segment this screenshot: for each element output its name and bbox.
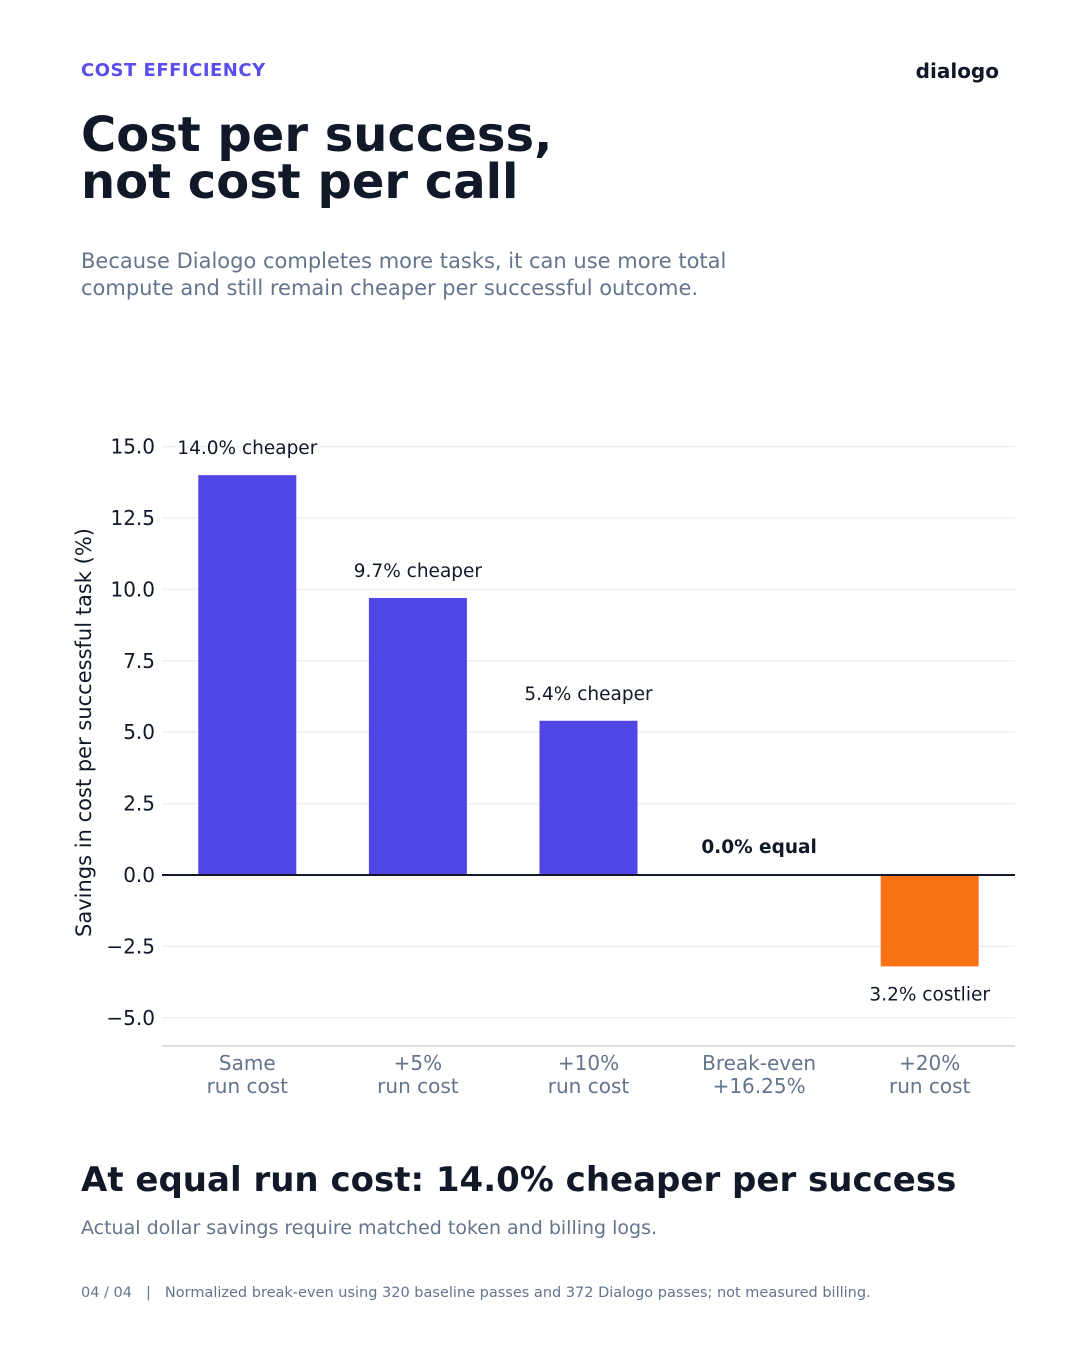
footer-separator: | bbox=[146, 1285, 151, 1301]
x-tick-label: +20% bbox=[899, 1051, 960, 1075]
y-tick-label: 10.0 bbox=[110, 577, 155, 601]
x-tick-label: +10% bbox=[558, 1051, 619, 1075]
title-line-2: not cost per call bbox=[81, 154, 519, 210]
x-tick-label: Same bbox=[219, 1051, 276, 1075]
bar bbox=[198, 475, 297, 875]
page-subtitle: Because Dialogo completes more tasks, it… bbox=[81, 248, 841, 302]
y-tick-label: −5.0 bbox=[106, 1006, 155, 1030]
brand-logo: dialogo bbox=[915, 59, 999, 83]
y-tick-label: 7.5 bbox=[123, 649, 155, 673]
eyebrow-label: COST EFFICIENCY bbox=[81, 60, 266, 81]
bar bbox=[539, 720, 638, 875]
x-tick-label: run cost bbox=[889, 1074, 971, 1098]
x-tick-label: run cost bbox=[548, 1074, 630, 1098]
y-tick-label: 5.0 bbox=[123, 720, 155, 744]
y-tick-label: 15.0 bbox=[110, 435, 155, 459]
data-label: 0.0% equal bbox=[701, 837, 817, 858]
bar bbox=[880, 875, 979, 967]
y-tick-label: 12.5 bbox=[110, 506, 155, 530]
page-number: 04 / 04 bbox=[81, 1285, 133, 1301]
subtitle-line-2: compute and still remain cheaper per suc… bbox=[81, 276, 699, 300]
data-label: 14.0% cheaper bbox=[177, 438, 317, 459]
subtitle-line-1: Because Dialogo completes more tasks, it… bbox=[81, 249, 727, 273]
bar bbox=[368, 597, 467, 875]
x-tick-label: run cost bbox=[207, 1074, 289, 1098]
summary-headline: At equal run cost: 14.0% cheaper per suc… bbox=[81, 1160, 957, 1200]
y-tick-label: 2.5 bbox=[123, 792, 155, 816]
y-tick-label: 0.0 bbox=[123, 863, 155, 887]
data-label: 5.4% cheaper bbox=[524, 684, 653, 705]
title-line-1: Cost per success, bbox=[81, 107, 553, 163]
y-tick-label: −2.5 bbox=[106, 934, 155, 958]
footer-methodology: Normalized break-even using 320 baseline… bbox=[164, 1285, 871, 1301]
footer-note: 04 / 04 | Normalized break-even using 320 … bbox=[81, 1285, 871, 1301]
page-title: Cost per success, not cost per call bbox=[81, 111, 552, 206]
x-tick-label: +5% bbox=[394, 1051, 443, 1075]
summary-caption: Actual dollar savings require matched to… bbox=[81, 1217, 658, 1239]
x-tick-label: +16.25% bbox=[713, 1074, 806, 1098]
savings-bar-chart: 15.0 12.5 10.0 7.5 5.0 2.5 0.0 −2.5 −5.0 Savings … bbox=[72, 435, 1015, 1098]
data-label: 9.7% cheaper bbox=[354, 561, 483, 582]
y-axis-label: Savings in cost per successful task (%) bbox=[72, 528, 96, 937]
x-tick-label: run cost bbox=[377, 1074, 459, 1098]
data-label: 3.2% costlier bbox=[869, 984, 990, 1005]
x-tick-label: Break-even bbox=[702, 1051, 816, 1075]
